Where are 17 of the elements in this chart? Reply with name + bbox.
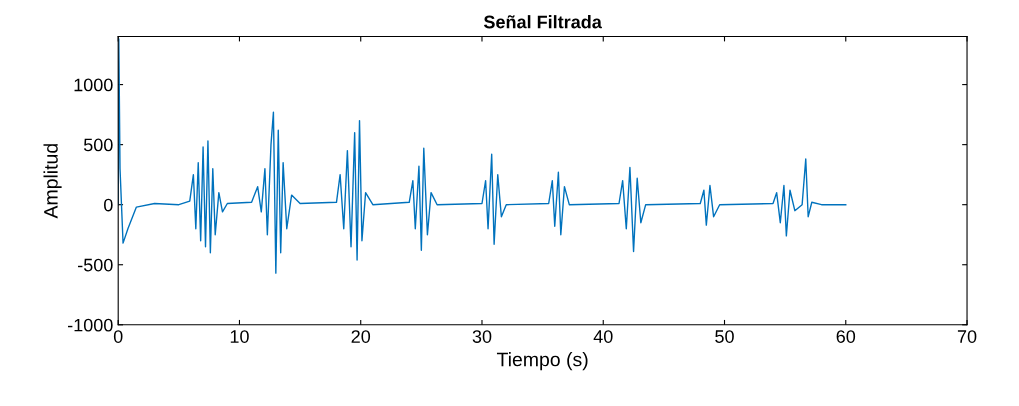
x-tick-label: 10	[230, 330, 249, 343]
x-tick-label: 20	[351, 330, 371, 343]
x-tick-label: 50	[715, 330, 734, 343]
x-axis-title: Tiempo (s)	[496, 352, 588, 371]
x-tick-label: 30	[472, 330, 492, 343]
y-tick-label: -500	[78, 258, 113, 272]
line-series	[118, 38, 847, 274]
y-tick-label: -1000	[67, 318, 113, 332]
x-tick-label: 70	[957, 330, 977, 343]
y-tick-label: 500	[83, 138, 113, 152]
x-tick-label: 40	[593, 330, 613, 343]
y-tick-label: 1000	[74, 78, 113, 92]
y-axis-title: Amplitud	[43, 144, 62, 219]
x-tick-label: 60	[836, 330, 856, 343]
x-tick-label: 0	[113, 330, 123, 343]
chart-title: Señal Filtrada	[483, 15, 602, 29]
y-tick-label: 0	[104, 198, 113, 212]
